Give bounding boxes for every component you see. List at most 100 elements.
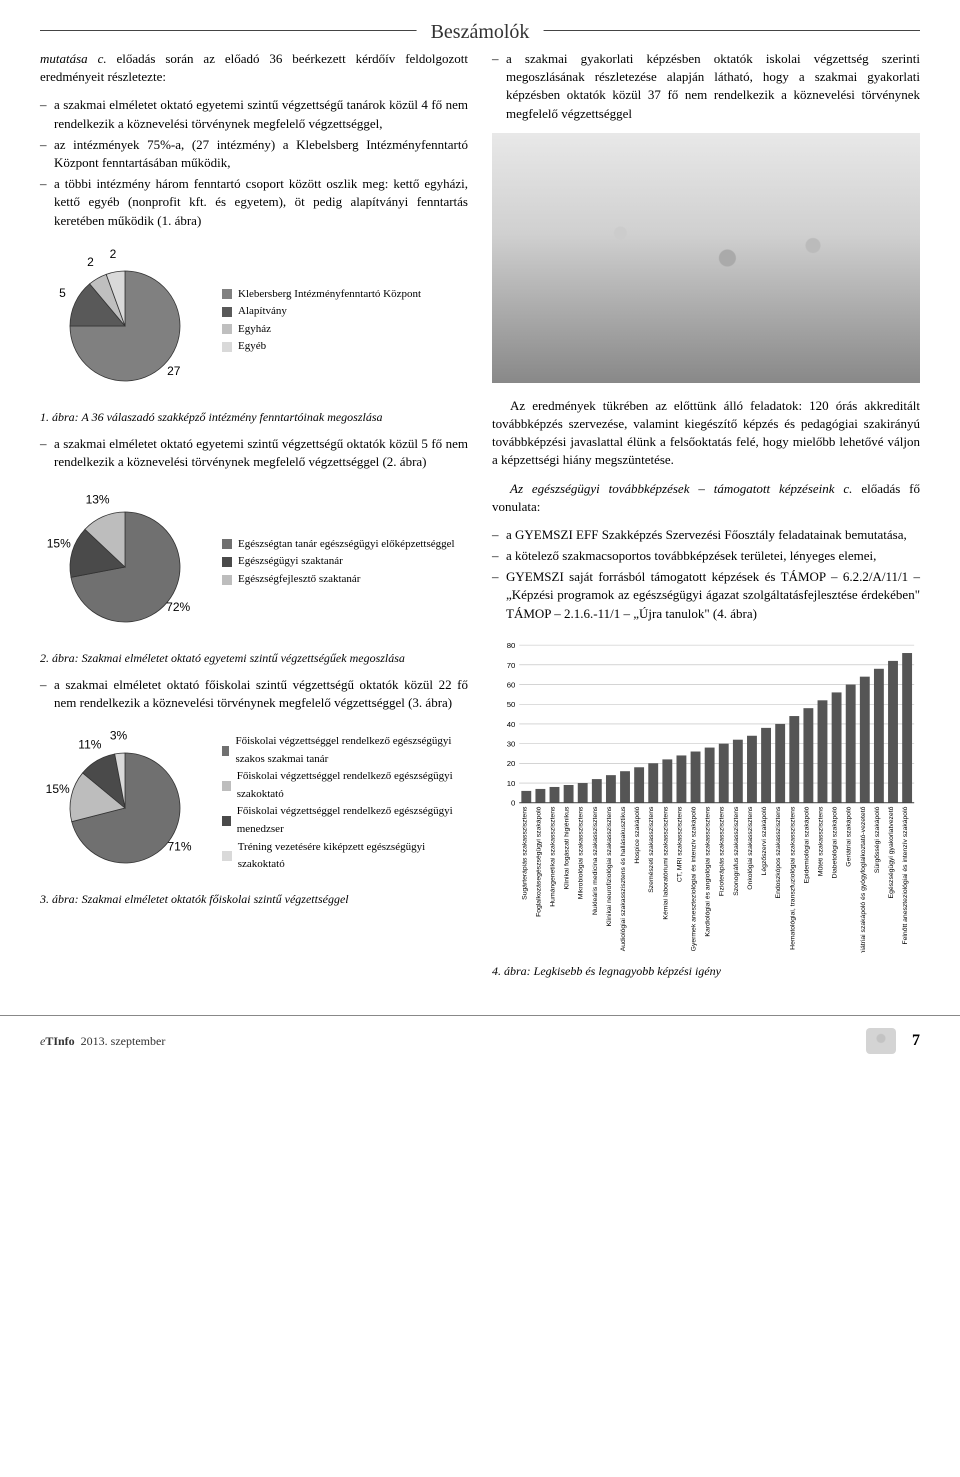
page-footer: eTInfo 2013. szeptember 7 bbox=[0, 1015, 960, 1072]
legend-item: Klebersberg Intézményfenntartó Központ bbox=[222, 286, 421, 304]
bar bbox=[634, 767, 644, 802]
x-tick-label: Fizioterápiás szakasszisztens bbox=[719, 806, 726, 896]
legend-item: Alapítvány bbox=[222, 303, 421, 321]
bar bbox=[733, 740, 743, 803]
legend-swatch bbox=[222, 307, 232, 317]
x-tick-label: Diabetológiai szakápoló bbox=[832, 806, 839, 878]
italic-lead-paragraph: Az egészségügyi továbbképzések – támogat… bbox=[492, 480, 920, 516]
bar bbox=[719, 743, 729, 802]
legend-label: Alapítvány bbox=[238, 303, 287, 321]
y-tick-label: 50 bbox=[507, 700, 516, 709]
legend-swatch bbox=[222, 746, 229, 756]
pie-slice-label: 2 bbox=[87, 255, 94, 269]
legend-label: Klebersberg Intézményfenntartó Központ bbox=[238, 286, 421, 304]
y-tick-label: 0 bbox=[511, 798, 516, 807]
footer-left: eTInfo 2013. szeptember bbox=[40, 1033, 850, 1050]
y-tick-label: 60 bbox=[507, 680, 516, 689]
list-item: a kötelező szakmacsoportos továbbképzése… bbox=[492, 547, 920, 565]
bar bbox=[592, 779, 602, 803]
list-item: a szakmai gyakorlati képzésben oktatók i… bbox=[492, 50, 920, 123]
bar-chart-4: 01020304050607080Sugárterápiás szakasszi… bbox=[492, 633, 920, 953]
x-tick-label: Kémiai laboratóriumi szakasszisztens bbox=[662, 806, 669, 920]
x-tick-label: Műtéti szakasszisztens bbox=[817, 806, 824, 876]
legend-item: Főiskolai végzettséggel rendelkező egész… bbox=[222, 768, 468, 803]
x-tick-label: Szonográfus szakasszisztens bbox=[733, 806, 740, 896]
bullet-list-top: a szakmai gyakorlati képzésben oktatók i… bbox=[492, 50, 920, 123]
x-tick-label: Pszichiátriai szakápoló és gyógyfoglalko… bbox=[860, 806, 867, 953]
pie2-legend: Egészségtan tanár egészségügyi előképzet… bbox=[222, 536, 455, 589]
legend-label: Egyéb bbox=[238, 338, 266, 356]
bar bbox=[761, 728, 771, 803]
section-title: Beszámolók bbox=[417, 18, 544, 46]
caption-3: 3. ábra: Szakmai elméletet oktatók főisk… bbox=[40, 892, 468, 907]
list-item: a szakmai elméletet oktató egyetemi szin… bbox=[40, 435, 468, 471]
left-column: mutatása c. előadás során az előadó 36 b… bbox=[40, 50, 468, 989]
pie-chart-2: 72%15%13% Egészségtan tanár egészségügyi… bbox=[40, 481, 468, 645]
bullet-list-b: a szakmai elméletet oktató egyetemi szin… bbox=[40, 435, 468, 471]
pie-slice-label: 71% bbox=[168, 840, 192, 854]
list-item: az intézmények 75%-a, (27 intézmény) a K… bbox=[40, 136, 468, 172]
bar bbox=[789, 716, 799, 803]
pie3-svg: 71%15%11%3% bbox=[40, 728, 210, 878]
pie3-legend: Főiskolai végzettséggel rendelkező egész… bbox=[222, 733, 468, 874]
intro-paragraph: mutatása c. előadás során az előadó 36 b… bbox=[40, 50, 468, 86]
bar bbox=[803, 708, 813, 803]
bar bbox=[662, 759, 672, 802]
x-tick-label: Sugárterápiás szakasszisztens bbox=[521, 806, 528, 900]
x-tick-label: Humángenetikai szakasszisztens bbox=[549, 806, 556, 907]
pie-slice-label: 15% bbox=[46, 782, 70, 796]
y-tick-label: 10 bbox=[507, 779, 516, 788]
bar bbox=[832, 692, 842, 802]
list-item: a többi intézmény három fenntartó csopor… bbox=[40, 175, 468, 230]
y-tick-label: 80 bbox=[507, 641, 516, 650]
x-tick-label: Audiológiai szakasszisztens és hallásaku… bbox=[620, 806, 627, 951]
right-column: a szakmai gyakorlati képzésben oktatók i… bbox=[492, 50, 920, 989]
legend-item: Egyház bbox=[222, 321, 421, 339]
x-tick-label: CT, MRI szakasszisztens bbox=[676, 806, 683, 882]
legend-swatch bbox=[222, 781, 231, 791]
pie-chart-1: 27522 Klebersberg Intézményfenntartó Köz… bbox=[40, 240, 468, 404]
legend-label: Egészségfejlesztő szaktanár bbox=[238, 571, 360, 589]
legend-swatch bbox=[222, 289, 232, 299]
bar bbox=[888, 661, 898, 803]
intro-run-in: mutatása c. bbox=[40, 51, 107, 66]
pie-slice-label: 5 bbox=[59, 286, 66, 300]
bar bbox=[606, 775, 616, 803]
legend-swatch bbox=[222, 557, 232, 567]
page-body: mutatása c. előadás során az előadó 36 b… bbox=[0, 50, 960, 1009]
list-item: a GYEMSZI EFF Szakképzés Szervezési Főos… bbox=[492, 526, 920, 544]
pie-slice-label: 2 bbox=[110, 247, 117, 261]
legend-item: Egészségügyi szaktanár bbox=[222, 553, 455, 571]
footer-brand: TInfo bbox=[45, 1034, 74, 1048]
legend-swatch bbox=[222, 342, 232, 352]
bar bbox=[874, 669, 884, 803]
bar bbox=[677, 755, 687, 802]
legend-label: Egészségtan tanár egészségügyi előképzet… bbox=[238, 536, 455, 554]
y-tick-label: 40 bbox=[507, 720, 516, 729]
bar bbox=[860, 676, 870, 802]
bar bbox=[705, 747, 715, 802]
bar bbox=[648, 763, 658, 802]
x-tick-label: Sürgősségi szakápoló bbox=[874, 806, 881, 873]
pie-chart-3: 71%15%11%3% Főiskolai végzettséggel rend… bbox=[40, 722, 468, 886]
list-item: GYEMSZI saját forrásból támogatott képzé… bbox=[492, 568, 920, 623]
x-tick-label: Geriátriai szakápoló bbox=[846, 806, 853, 866]
footer-date: 2013. szeptember bbox=[81, 1034, 166, 1048]
x-tick-label: Szemészeti szakasszisztens bbox=[648, 806, 655, 893]
x-tick-label: Epidemiológiai szakápoló bbox=[803, 806, 810, 883]
legend-swatch bbox=[222, 575, 232, 585]
pie-slice-label: 13% bbox=[86, 493, 110, 507]
bar bbox=[578, 783, 588, 803]
list-item: a szakmai elméletet oktató főiskolai szi… bbox=[40, 676, 468, 712]
x-tick-label: Hematológiai, transzfuziológiai szakassz… bbox=[789, 806, 796, 950]
pie-slice-label: 15% bbox=[47, 537, 71, 551]
x-tick-label: Klinikai neurofiziológiai szakassziszten… bbox=[606, 806, 613, 926]
legend-item: Egyéb bbox=[222, 338, 421, 356]
para-results: Az eredmények tükrében az előttünk álló … bbox=[492, 397, 920, 470]
caption-1: 1. ábra: A 36 válaszadó szakképző intézm… bbox=[40, 410, 468, 425]
x-tick-label: Egészségügyi gyakorlatvezető bbox=[888, 806, 895, 898]
legend-label: Főiskolai végzettséggel rendelkező egész… bbox=[237, 803, 468, 838]
bar bbox=[775, 724, 785, 803]
x-tick-label: Hospice szakápoló bbox=[634, 806, 641, 863]
x-tick-label: Gyermek aneszteziológiai és intenzív sza… bbox=[691, 806, 698, 951]
